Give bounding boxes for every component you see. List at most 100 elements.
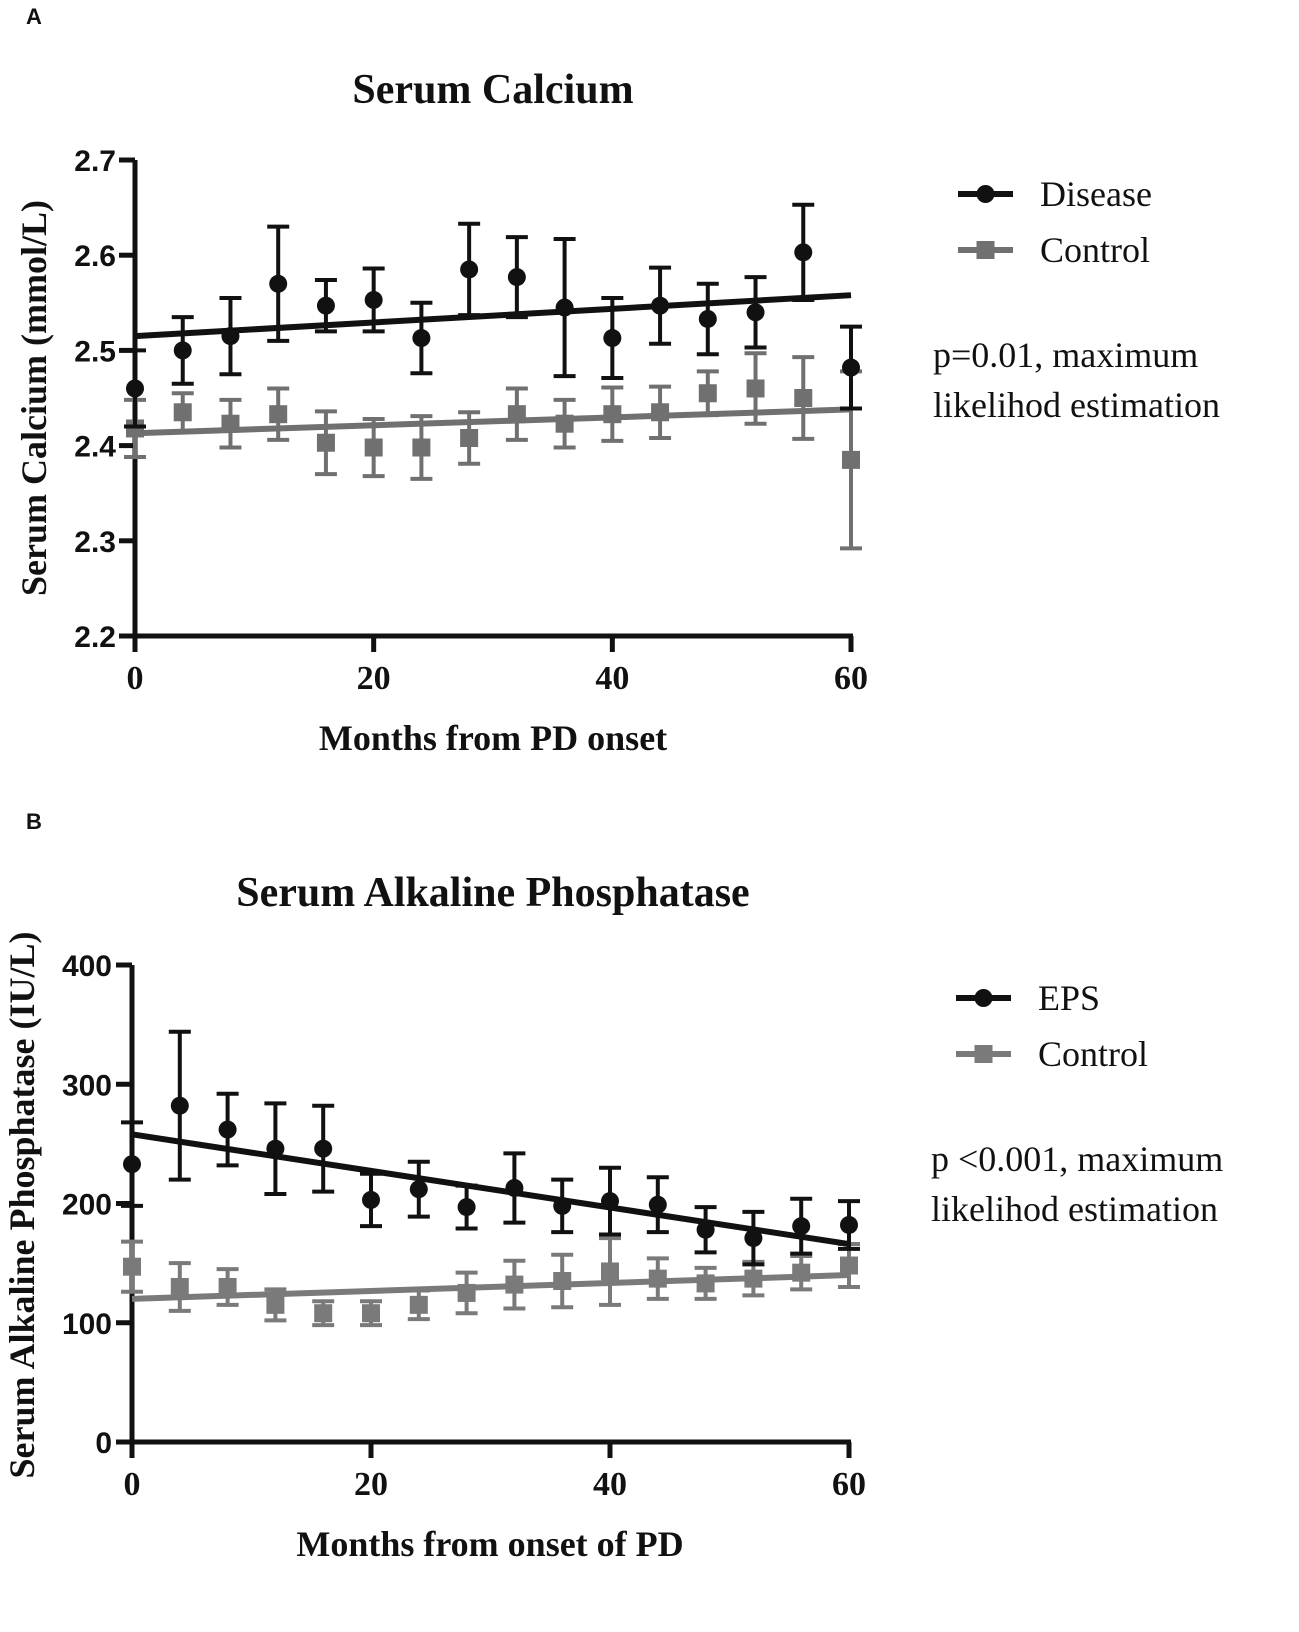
data-point [173,341,192,360]
data-point [698,309,717,328]
data-point [409,1180,428,1199]
data-point [123,1155,141,1174]
data-point [126,379,144,398]
data-point [651,403,670,422]
x-tick-label: 60 [834,660,868,697]
p-value-annotation: p <0.001, maximum [931,1139,1223,1179]
series-eps [121,1029,860,1267]
y-tick-label: 2.4 [74,431,116,464]
data-point [792,1263,811,1282]
data-point [603,405,622,424]
data-point [696,1220,715,1239]
data-point [648,1195,667,1214]
data-point [555,414,574,433]
fit-line [131,1272,850,1302]
legend-label: Disease [1040,174,1152,214]
y-tick-label: 2.5 [74,335,116,368]
data-point [218,1277,237,1296]
data-point [266,1295,285,1314]
data-point [457,1198,476,1217]
data-point [840,1256,858,1275]
data-point [364,290,383,309]
data-point [794,389,813,407]
data-point [792,1217,811,1236]
y-tick-label: 300 [62,1069,112,1102]
data-point [507,268,526,287]
data-point [840,1215,858,1234]
data-point [269,405,288,424]
legend-entry-disease: Disease [958,174,1152,214]
p-value-annotation: likelihod estimation [933,385,1220,425]
data-point [505,1178,524,1197]
data-point [505,1275,524,1294]
y-tick-label: 0 [95,1427,112,1460]
x-axis-label: Months from PD onset [319,718,667,758]
x-tick-label: 20 [354,1466,388,1503]
data-point [601,1192,619,1211]
legend-entry-control: Control [958,230,1150,270]
data-point [794,243,813,262]
legend-label: Control [1038,1034,1148,1074]
legend-label: Control [1040,230,1150,270]
fit-line [134,406,852,437]
data-point [460,260,479,279]
x-tick-label: 0 [124,1466,141,1503]
data-point [266,1139,285,1158]
y-tick-label: 2.2 [74,621,116,654]
fit-line [134,292,852,340]
data-point [173,403,192,422]
data-point [362,1304,380,1323]
panel-letter: A [26,4,42,29]
panel-a: A Serum Calcium 2.2 2.3 2.4 2.5 2.6 2.7 0 20 40 60 M… [14,4,1220,758]
y-tick-label: 2.3 [74,526,116,559]
series-control [124,351,862,551]
legend-entry-eps: EPS [956,978,1100,1018]
x-tick-label: 60 [832,1466,866,1503]
data-point [314,1139,333,1158]
legend-marker [976,185,995,203]
data-point [221,414,240,433]
data-point [746,379,765,398]
y-tick-label: 200 [62,1189,112,1222]
data-point [362,1190,380,1209]
series-disease [124,202,862,429]
data-point [269,274,288,293]
chart-title: Serum Alkaline Phosphatase [236,870,749,916]
data-point [601,1262,619,1281]
data-point [553,1196,572,1215]
series-control [121,1236,860,1328]
data-point [170,1096,189,1115]
data-point [744,1229,763,1248]
x-axis-label: Months from onset of PD [296,1524,683,1564]
data-point [316,296,335,315]
data-point [412,438,431,457]
p-value-annotation: likelihod estimation [931,1189,1218,1229]
data-point [603,329,622,348]
p-value-annotation: p=0.01, maximum [933,335,1198,375]
y-axis-label: Serum Alkaline Phosphatase (IU/L) [2,931,42,1478]
legend-marker [976,241,995,259]
y-axis-label: Serum Calcium (mmol/L) [14,200,54,596]
fit-line [131,1131,850,1248]
data-point [698,384,717,403]
y-tick-label: 2.6 [74,240,116,273]
x-tick-label: 40 [595,660,629,697]
legend-entry-control: Control [956,1034,1148,1074]
data-point [744,1269,763,1288]
data-point [221,327,240,346]
data-point [316,433,335,452]
data-point [460,428,479,447]
x-tick-label: 40 [593,1466,627,1503]
data-point [412,329,431,348]
data-point [651,296,670,315]
data-point [746,303,765,322]
panel-letter: B [26,809,42,834]
legend-marker [974,1045,993,1063]
data-point [364,438,383,457]
data-point [648,1269,667,1288]
data-point [457,1283,476,1302]
data-point [123,1257,141,1276]
data-point [218,1120,237,1139]
